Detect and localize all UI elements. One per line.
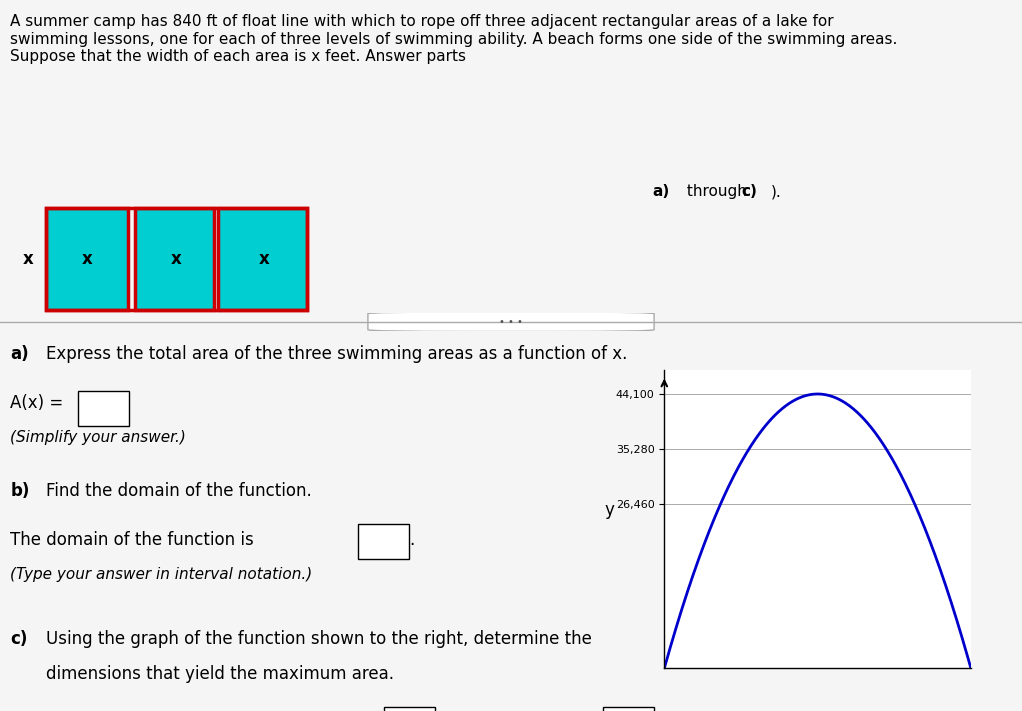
FancyBboxPatch shape	[383, 707, 435, 711]
FancyBboxPatch shape	[46, 208, 129, 310]
Text: A(x) =: A(x) =	[10, 395, 63, 412]
Text: b): b)	[10, 482, 30, 501]
Text: a): a)	[653, 184, 670, 199]
Text: .: .	[410, 531, 415, 550]
Text: a): a)	[10, 346, 29, 363]
Text: ).: ).	[771, 184, 782, 199]
FancyBboxPatch shape	[603, 707, 654, 711]
FancyBboxPatch shape	[368, 312, 654, 331]
Text: c): c)	[741, 184, 757, 199]
Text: Find the domain of the function.: Find the domain of the function.	[46, 482, 312, 501]
Y-axis label: y: y	[604, 501, 614, 519]
FancyBboxPatch shape	[358, 524, 410, 559]
Text: c): c)	[10, 630, 28, 648]
Text: x: x	[259, 250, 270, 268]
Text: • • •: • • •	[499, 316, 523, 327]
Text: x: x	[22, 250, 34, 268]
Text: dimensions that yield the maximum area.: dimensions that yield the maximum area.	[46, 665, 393, 683]
Text: Express the total area of the three swimming areas as a function​ of x.: Express the total area of the three swim…	[46, 346, 628, 363]
Text: x: x	[82, 250, 93, 268]
Text: x: x	[171, 250, 182, 268]
Text: Using the graph of the function shown to the right, determine the: Using the graph of the function shown to…	[46, 630, 592, 648]
Text: The domain of the function is: The domain of the function is	[10, 531, 254, 550]
FancyBboxPatch shape	[135, 208, 215, 310]
FancyBboxPatch shape	[78, 391, 130, 426]
Text: (Type your answer in interval notation.): (Type your answer in interval notation.)	[10, 567, 313, 582]
FancyBboxPatch shape	[218, 208, 308, 310]
Text: (Simplify your answer.): (Simplify your answer.)	[10, 429, 186, 444]
Text: A summer camp has 840 ft of float line with which to rope off three adjacent rec: A summer camp has 840 ft of float line w…	[10, 14, 897, 64]
Text: through: through	[683, 184, 752, 199]
